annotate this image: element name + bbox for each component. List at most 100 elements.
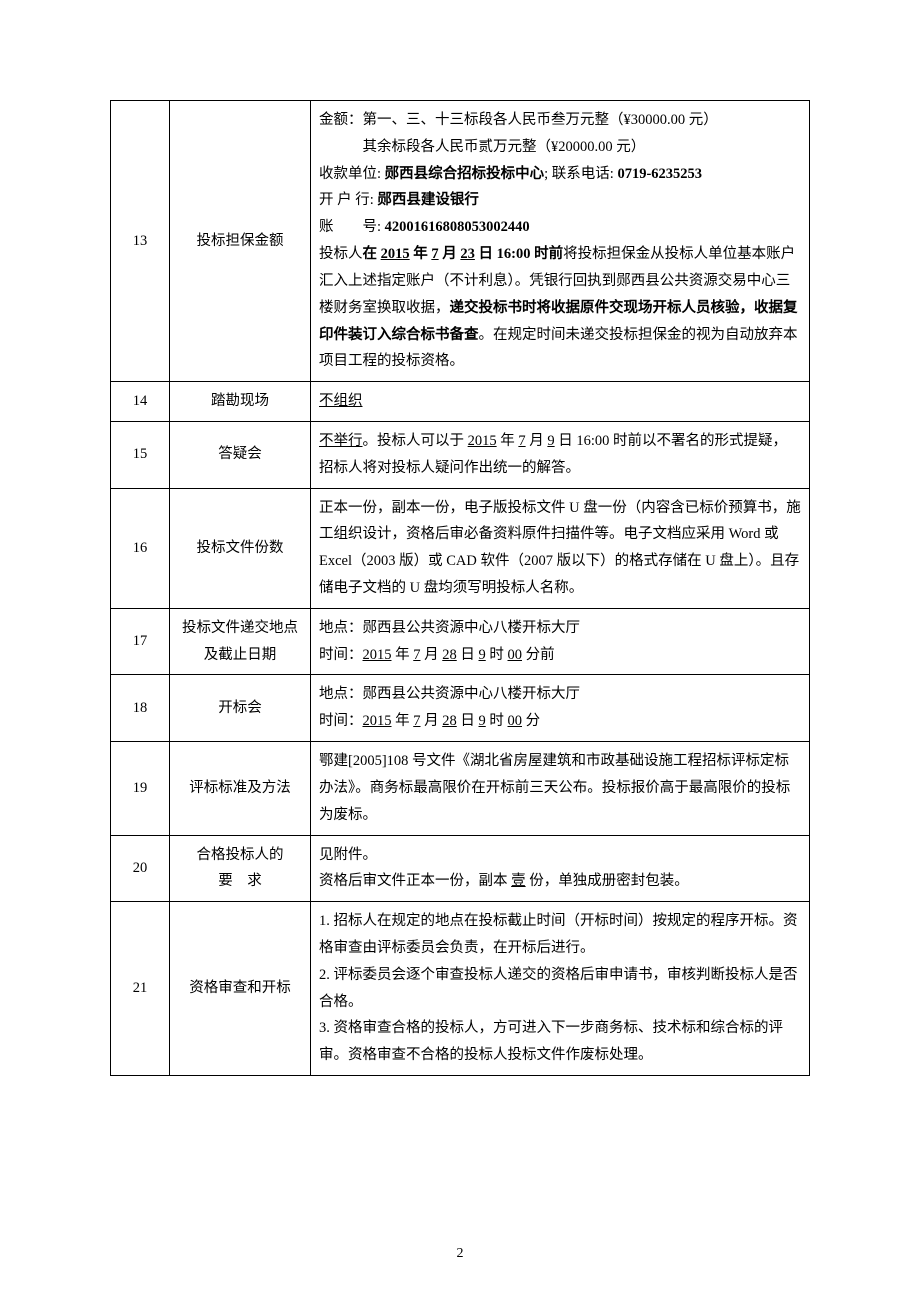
label-line: 答疑会 xyxy=(218,446,262,462)
table-row: 20合格投标人的要 求见附件。资格后审文件正本一份，副本 壹 份，单独成册密封包… xyxy=(111,835,810,902)
row-number: 21 xyxy=(111,902,170,1076)
table-body: 13 投标担保金额 金额：第一、三、十三标段各人民币叁万元整（¥30000.00 元… xyxy=(111,101,810,1076)
text-run: 账 号: xyxy=(319,219,385,235)
text-run: 地点：郧西县公共资源中心八楼开标大厅 xyxy=(319,620,580,636)
text-run: 7 xyxy=(413,647,420,663)
table-row: 14 踏勘现场 不组织 xyxy=(111,382,810,422)
text-run: 时 xyxy=(486,713,508,729)
row-label: 开标会 xyxy=(170,675,311,742)
text-run: 分 xyxy=(522,713,540,729)
text-run: 28 xyxy=(442,713,457,729)
text-run: 开 户 行: xyxy=(319,192,377,208)
row-content: 1. 招标人在规定的地点在投标截止时间（开标时间）按规定的程序开标。资格审查由评… xyxy=(311,902,810,1076)
label-line: 合格投标人的 xyxy=(197,847,284,863)
table-row: 17 投标文件递交地点及截止日期 地点：郧西县公共资源中心八楼开标大厅时间：2015… xyxy=(111,608,810,675)
text-run: 00 xyxy=(508,713,523,729)
text-run: 月 xyxy=(421,713,443,729)
page-number: 2 xyxy=(0,1246,920,1262)
text-run: 时 xyxy=(486,647,508,663)
text-run: 3. 资格审查合格的投标人，方可进入下一步商务标、技术标和综合标的评审。资格审查… xyxy=(319,1020,783,1063)
row-content: 不举行。投标人可以于 2015 年 7 月 9 日 16:00 时前以不署名的形… xyxy=(311,421,810,488)
row-content: 地点：郧西县公共资源中心八楼开标大厅时间：2015 年 7 月 28 日 9 时… xyxy=(311,675,810,742)
text-run: 00 xyxy=(508,647,523,663)
label-line: 投标文件递交地点及截止日期 xyxy=(182,620,298,663)
text-run: 2015 xyxy=(381,246,410,262)
text-run: 月 xyxy=(526,433,548,449)
text-run: 2015 xyxy=(363,647,392,663)
row-label: 踏勘现场 xyxy=(170,382,311,422)
bidding-requirements-table: 13 投标担保金额 金额：第一、三、十三标段各人民币叁万元整（¥30000.00 元… xyxy=(110,100,810,1076)
text-run: 投标人 xyxy=(319,246,363,262)
label-line: 评标标准及方法 xyxy=(189,780,291,796)
row-number: 18 xyxy=(111,675,170,742)
row-number: 19 xyxy=(111,742,170,835)
text-run: 地点：郧西县公共资源中心八楼开标大厅 xyxy=(319,686,580,702)
text-run: 年 xyxy=(497,433,519,449)
row-label: 投标文件份数 xyxy=(170,488,311,608)
row-content: 正本一份，副本一份，电子版投标文件 U 盘一份（内容含已标价预算书，施工组织设计… xyxy=(311,488,810,608)
text-run: 郧西县建设银行 xyxy=(377,192,479,208)
row-number: 17 xyxy=(111,608,170,675)
row-number: 13 xyxy=(111,101,170,382)
table-row: 13 投标担保金额 金额：第一、三、十三标段各人民币叁万元整（¥30000.00 元… xyxy=(111,101,810,382)
text-run: 7 xyxy=(518,433,525,449)
text-run: 月 xyxy=(421,647,443,663)
row-label: 投标担保金额 xyxy=(170,101,311,382)
text-run: 23 xyxy=(460,246,475,262)
table-row: 16投标文件份数正本一份，副本一份，电子版投标文件 U 盘一份（内容含已标价预算… xyxy=(111,488,810,608)
label-line: 投标担保金额 xyxy=(197,233,284,249)
row-number: 14 xyxy=(111,382,170,422)
row-label: 资格审查和开标 xyxy=(170,902,311,1076)
row-label: 投标文件递交地点及截止日期 xyxy=(170,608,311,675)
label-line: 资格审查和开标 xyxy=(189,980,291,996)
text-run: 1. 招标人在规定的地点在投标截止时间（开标时间）按规定的程序开标。资格审查由评… xyxy=(319,913,798,956)
text-run: 2015 xyxy=(363,713,392,729)
text-run: 月 xyxy=(439,246,461,262)
text-run: 份，单独成册密封包装。 xyxy=(526,873,689,889)
text-run: 郧西县综合招标投标中心 xyxy=(385,166,545,182)
page: 13 投标担保金额 金额：第一、三、十三标段各人民币叁万元整（¥30000.00 元… xyxy=(0,0,920,1302)
row-content: 地点：郧西县公共资源中心八楼开标大厅时间：2015 年 7 月 28 日 9 时… xyxy=(311,608,810,675)
text-run: 正本一份，副本一份，电子版投标文件 U 盘一份（内容含已标价预算书，施工组织设计… xyxy=(319,500,801,596)
text-run: 时间： xyxy=(319,647,363,663)
row-content: 不组织 xyxy=(311,382,810,422)
table-row: 19 评标标准及方法 鄂建[2005]108 号文件《湖北省房屋建筑和市政基础设施工… xyxy=(111,742,810,835)
text-run: 9 xyxy=(479,713,486,729)
text-run: 鄂建[2005]108 号文件《湖北省房屋建筑和市政基础设施工程招标评标定标办法… xyxy=(319,753,790,823)
label-line: 开标会 xyxy=(218,700,262,716)
text-run: 资格后审文件正本一份，副本 xyxy=(319,873,511,889)
text-run: 7 xyxy=(413,713,420,729)
text-run: 年 xyxy=(410,246,432,262)
text-run: 年 xyxy=(392,713,414,729)
text-run: 见附件。 xyxy=(319,847,377,863)
label-line: 投标文件份数 xyxy=(197,540,284,556)
row-number: 20 xyxy=(111,835,170,902)
text-run: 其余标段各人民币贰万元整（¥20000.00 元） xyxy=(319,139,645,155)
row-content: 金额：第一、三、十三标段各人民币叁万元整（¥30000.00 元） 其余标段各人… xyxy=(311,101,810,382)
text-run: 时间： xyxy=(319,713,363,729)
text-run: 年 xyxy=(392,647,414,663)
row-number: 15 xyxy=(111,421,170,488)
text-run: 7 xyxy=(431,246,438,262)
text-run: 日 16:00 时前 xyxy=(475,246,563,262)
text-run: 42001616808053002440 xyxy=(385,219,530,235)
text-run: 在 xyxy=(363,246,381,262)
table-row: 18开标会地点：郧西县公共资源中心八楼开标大厅时间：2015 年 7 月 28 … xyxy=(111,675,810,742)
label-line: 踏勘现场 xyxy=(211,393,269,409)
text-run: 分前 xyxy=(522,647,555,663)
row-label: 合格投标人的要 求 xyxy=(170,835,311,902)
label-line: 要 求 xyxy=(218,873,262,889)
text-run: 壹 xyxy=(511,873,526,889)
table-row: 21 资格审查和开标 1. 招标人在规定的地点在投标截止时间（开标时间）按规定的程序… xyxy=(111,902,810,1076)
text-run: 不举行 xyxy=(319,433,363,449)
text-run: 9 xyxy=(479,647,486,663)
row-label: 答疑会 xyxy=(170,421,311,488)
row-content: 见附件。资格后审文件正本一份，副本 壹 份，单独成册密封包装。 xyxy=(311,835,810,902)
text-run: 不组织 xyxy=(319,393,363,409)
text-run: 收款单位: xyxy=(319,166,385,182)
table-row: 15 答疑会 不举行。投标人可以于 2015 年 7 月 9 日 16:00 时前以… xyxy=(111,421,810,488)
text-run: 日 xyxy=(457,647,479,663)
row-label: 评标标准及方法 xyxy=(170,742,311,835)
text-run: 2. 评标委员会逐个审查投标人递交的资格后审申请书，审核判断投标人是否合格。 xyxy=(319,967,798,1010)
text-run: 9 xyxy=(547,433,554,449)
